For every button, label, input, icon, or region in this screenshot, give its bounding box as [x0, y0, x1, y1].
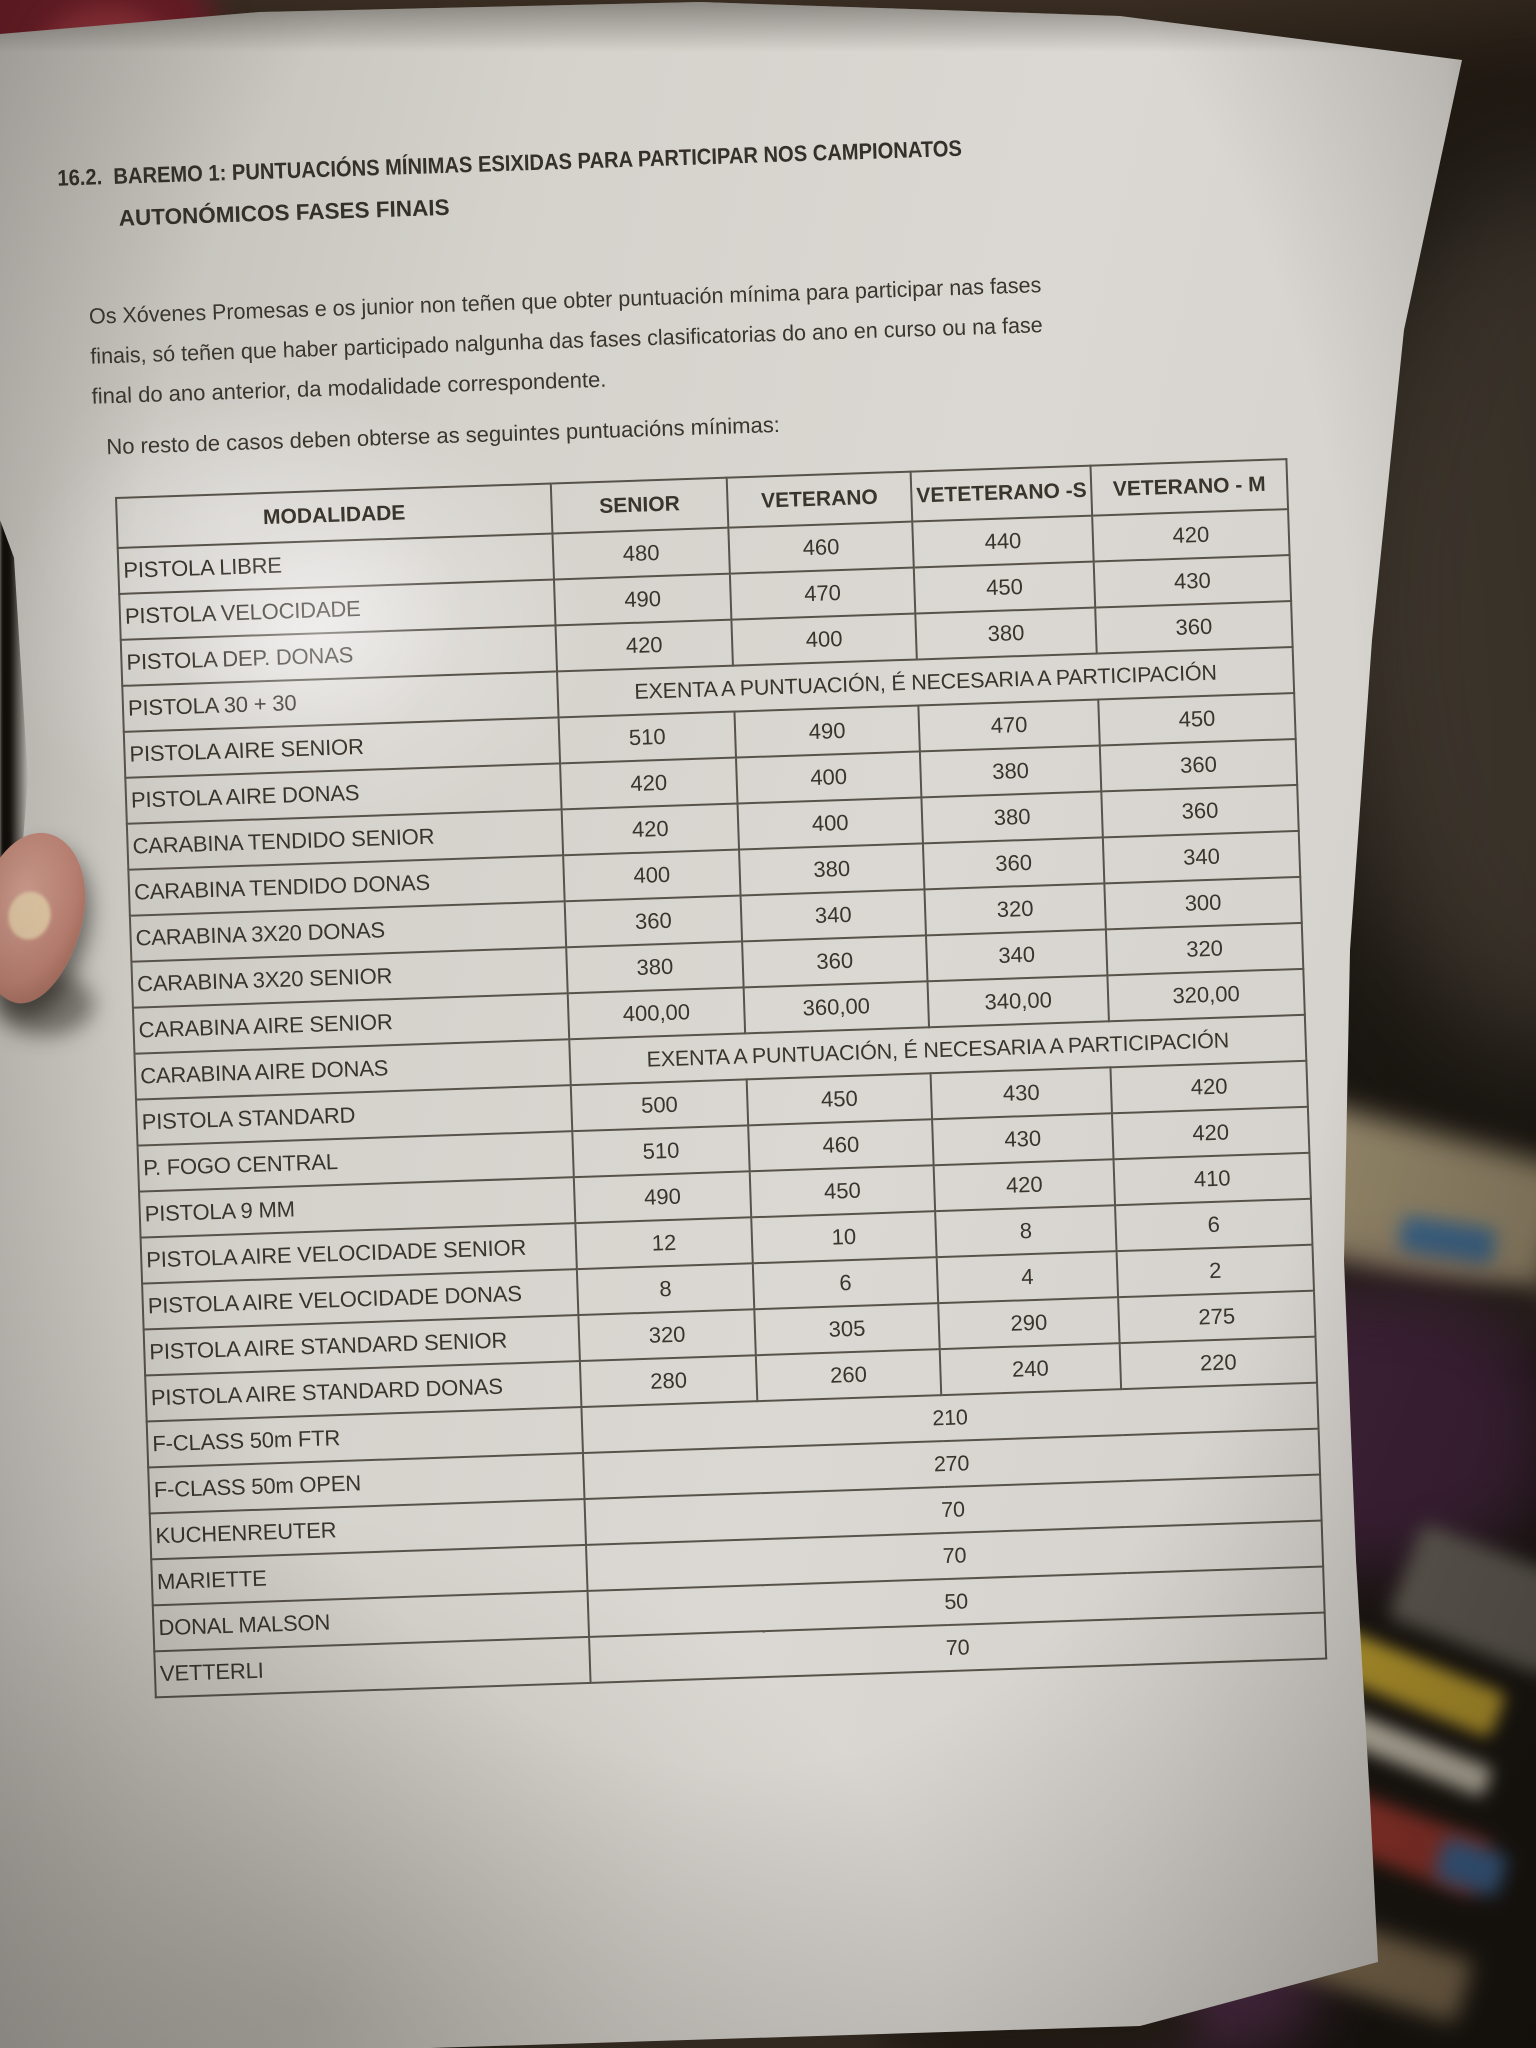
score-cell: 450	[749, 1165, 936, 1218]
score-cell: 490	[573, 1171, 752, 1224]
score-cell: 380	[919, 745, 1102, 798]
score-cell: 220	[1119, 1336, 1318, 1390]
score-cell: 2	[1116, 1244, 1314, 1298]
column-header: VETETERANO -S	[910, 465, 1093, 522]
score-cell: 400	[563, 849, 741, 902]
score-cell: 490	[553, 573, 732, 626]
score-cell: 420	[555, 619, 733, 672]
document-title: 16.2. BAREMO 1: PUNTUACIÓNS MÍNIMAS ESIX…	[57, 126, 1019, 242]
column-header: SENIOR	[550, 477, 729, 534]
score-cell: 360	[1099, 738, 1298, 792]
score-cell: 275	[1118, 1290, 1316, 1344]
score-cell: 340,00	[927, 975, 1109, 1028]
score-cell: 420	[1092, 509, 1290, 562]
section-number: 16.2.	[56, 164, 103, 191]
table-body: PISTOLA LIBRE 480 460 440 420 PISTOLA VELOCID…	[117, 509, 1327, 1698]
score-cell: 500	[570, 1079, 749, 1132]
score-cell: 420	[933, 1159, 1116, 1212]
score-cell: 430	[932, 1113, 1114, 1166]
score-cell: 410	[1113, 1152, 1311, 1206]
score-cell: 490	[734, 705, 920, 758]
score-cell: 460	[728, 521, 914, 574]
score-cell: 12	[575, 1217, 753, 1270]
score-cell: 360	[742, 935, 928, 988]
score-cell: 10	[751, 1211, 937, 1264]
score-cell: 400,00	[567, 987, 746, 1040]
score-cell: 450	[1098, 693, 1296, 746]
score-cell: 6	[752, 1257, 939, 1310]
score-cell: 340	[1102, 830, 1301, 884]
score-cell: 290	[938, 1297, 1120, 1350]
score-cell: 430	[930, 1067, 1112, 1120]
thumb-nail	[3, 887, 56, 944]
column-header: VETERANO	[726, 471, 913, 528]
score-cell: 460	[748, 1119, 934, 1172]
note-line: No resto de casos deben obterse as segui…	[105, 411, 781, 460]
score-cell: 340	[925, 929, 1108, 982]
score-cell: 320	[924, 883, 1106, 936]
score-cell: 380	[915, 607, 1097, 660]
score-cell: 340	[740, 889, 926, 942]
score-cell: 8	[935, 1205, 1117, 1258]
score-cell: 8	[576, 1263, 755, 1316]
score-cell: 360	[1095, 601, 1293, 654]
score-cell: 380	[566, 941, 744, 994]
score-cell: 6	[1115, 1198, 1313, 1252]
score-cell: 4	[936, 1251, 1119, 1304]
score-cell: 420	[560, 757, 738, 810]
score-cell: 360	[1101, 784, 1299, 838]
score-cell: 470	[729, 567, 916, 620]
score-cell: 260	[755, 1349, 942, 1402]
score-cell: 400	[735, 751, 922, 804]
score-cell: 360,00	[743, 981, 930, 1034]
score-cell: 400	[737, 797, 923, 850]
score-cell: 450	[746, 1073, 933, 1126]
score-cell: 480	[552, 527, 730, 580]
score-cell: 420	[561, 803, 740, 856]
minimum-scores-table: MODALIDADE SENIOR VETERANO VETETERANO -S VET…	[115, 458, 1327, 1698]
score-cell: 240	[939, 1343, 1122, 1396]
score-cell: 510	[572, 1125, 750, 1178]
score-cell: 420	[1111, 1106, 1310, 1160]
score-cell: 450	[913, 561, 1096, 614]
score-cell: 320	[1105, 922, 1304, 976]
score-cell: 420	[1110, 1060, 1308, 1114]
score-cell: 300	[1104, 876, 1302, 930]
score-cell: 380	[921, 791, 1103, 844]
score-cell: 470	[918, 699, 1100, 752]
score-cell: 320,00	[1107, 968, 1305, 1022]
book-spine	[1432, 1835, 1510, 1899]
score-cell: 510	[558, 711, 736, 764]
score-cell: 430	[1093, 555, 1292, 608]
score-cell: 360	[922, 837, 1105, 890]
score-cell: 440	[912, 515, 1094, 568]
score-cell: 400	[731, 613, 917, 666]
score-cell: 320	[578, 1309, 756, 1362]
score-cell: 280	[579, 1355, 758, 1408]
score-cell: 305	[754, 1303, 940, 1356]
column-header: VETERANO - M	[1090, 459, 1289, 516]
intro-paragraph: Os Xóvenes Promesas e os junior non teñe…	[88, 260, 1201, 417]
score-cell: 380	[739, 843, 925, 896]
score-cell: 360	[564, 895, 743, 948]
